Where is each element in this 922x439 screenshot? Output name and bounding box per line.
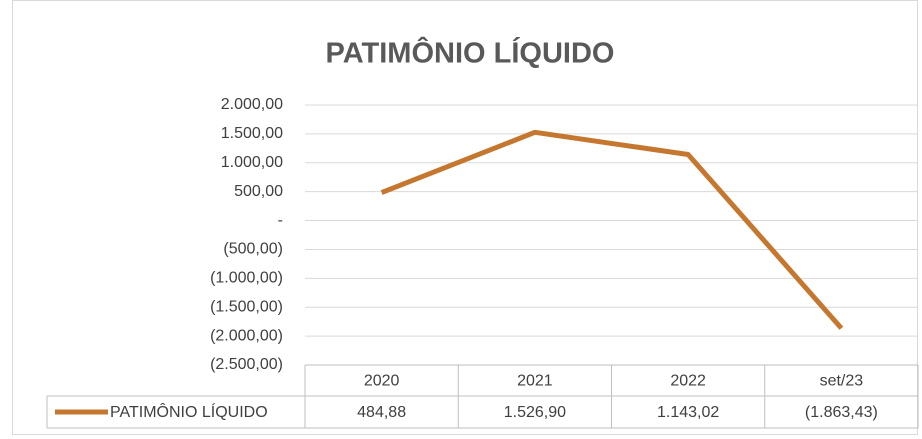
x-tick-label: 2021 (517, 373, 553, 390)
y-tick-label: (2.500,00) (210, 356, 283, 373)
chart-border (12, 0, 918, 435)
legend-label: PATIMÔNIO LÍQUIDO (110, 402, 268, 421)
data-label: 1.526,90 (504, 404, 566, 421)
y-tick-label: (1.000,00) (210, 270, 283, 287)
data-label: 484,88 (357, 404, 406, 421)
y-tick-label: - (278, 212, 283, 229)
data-label: 1.143,02 (657, 404, 719, 421)
y-tick-label: (500,00) (223, 241, 283, 258)
x-tick-label: 2020 (364, 373, 400, 390)
y-tick-label: 2.000,00 (221, 96, 283, 113)
x-tick-label: set/23 (820, 373, 864, 390)
y-tick-label: (1.500,00) (210, 298, 283, 315)
x-tick-label: 2022 (670, 373, 706, 390)
y-tick-label: 500,00 (234, 183, 283, 200)
chart-title: PATIMÔNIO LÍQUIDO (326, 36, 615, 70)
y-tick-label: 1.500,00 (221, 125, 283, 142)
y-tick-label: 1.000,00 (221, 154, 283, 171)
data-label: (1.863,43) (805, 404, 878, 421)
line-series (380, 129, 844, 330)
y-tick-label: (2.000,00) (210, 327, 283, 344)
